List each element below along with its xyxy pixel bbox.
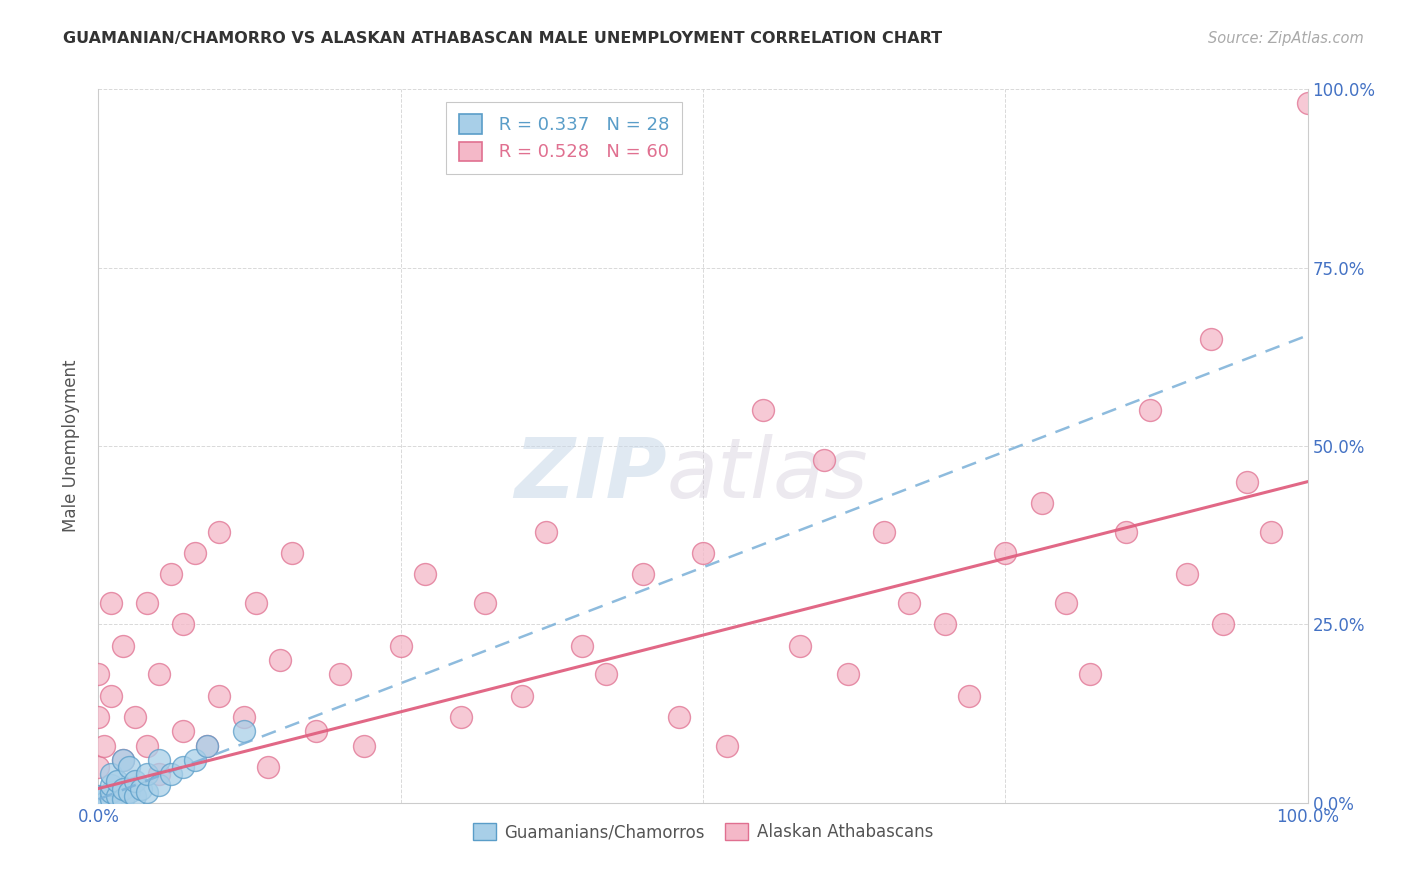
Text: atlas: atlas (666, 434, 869, 515)
Point (450, 710, 472, 724)
Point (1139, 403, 1161, 417)
Point (93, 739, 115, 753)
Point (100, 792, 122, 806)
Point (135, 785, 157, 799)
Point (208, 689, 231, 703)
Point (389, 639, 412, 653)
Point (245, 596, 267, 610)
Point (1078, 667, 1101, 681)
Point (172, 617, 194, 632)
Text: GUAMANIAN/CHAMORRO VS ALASKAN ATHABASCAN MALE UNEMPLOYMENT CORRELATION CHART: GUAMANIAN/CHAMORRO VS ALASKAN ATHABASCAN… (63, 31, 942, 46)
Point (692, 546, 714, 560)
Point (571, 639, 593, 653)
Point (994, 546, 1017, 560)
Point (716, 739, 738, 753)
Point (837, 667, 859, 681)
Point (1175, 567, 1198, 582)
Point (111, 753, 134, 767)
Point (897, 596, 920, 610)
Point (111, 792, 134, 806)
Point (160, 567, 183, 582)
Text: Source: ZipAtlas.com: Source: ZipAtlas.com (1208, 31, 1364, 46)
Point (172, 760, 194, 774)
Point (148, 767, 170, 781)
Point (87, 760, 110, 774)
Point (1236, 475, 1258, 489)
Point (148, 778, 170, 792)
Point (148, 753, 170, 767)
Point (873, 524, 896, 539)
Point (105, 774, 128, 789)
Point (1260, 524, 1282, 539)
Point (160, 767, 183, 781)
Point (124, 710, 146, 724)
Point (184, 546, 207, 560)
Point (118, 760, 141, 774)
Point (172, 724, 194, 739)
Point (87, 710, 110, 724)
Point (184, 753, 207, 767)
Point (100, 785, 122, 799)
Point (129, 781, 152, 796)
Point (100, 596, 122, 610)
Point (474, 596, 496, 610)
Point (232, 710, 254, 724)
Point (232, 724, 254, 739)
Point (1031, 496, 1053, 510)
Point (305, 724, 328, 739)
Point (631, 567, 654, 582)
Point (195, 739, 218, 753)
Point (135, 739, 157, 753)
Point (87, 789, 110, 803)
Point (93, 789, 115, 803)
Point (124, 774, 146, 789)
Point (135, 767, 157, 781)
Point (111, 781, 134, 796)
Point (510, 689, 533, 703)
Point (135, 596, 157, 610)
Point (87, 796, 110, 810)
Point (269, 653, 291, 667)
Point (100, 689, 122, 703)
Legend: Guamanians/Chamorros, Alaskan Athabascans: Guamanians/Chamorros, Alaskan Athabascan… (467, 816, 939, 848)
Point (111, 753, 134, 767)
Text: ZIP: ZIP (515, 434, 666, 515)
Point (281, 546, 304, 560)
Point (353, 739, 375, 753)
Point (124, 789, 146, 803)
Point (148, 667, 170, 681)
Point (256, 760, 278, 774)
Point (329, 667, 352, 681)
Point (195, 739, 218, 753)
Point (1199, 332, 1222, 346)
Point (752, 403, 775, 417)
Point (105, 789, 128, 803)
Point (813, 453, 835, 467)
Point (87, 792, 110, 806)
Point (1212, 617, 1234, 632)
Y-axis label: Male Unemployment: Male Unemployment (62, 359, 80, 533)
Point (534, 524, 557, 539)
Point (1296, 96, 1319, 111)
Point (100, 767, 122, 781)
Point (595, 667, 617, 681)
Point (413, 567, 436, 582)
Point (1115, 524, 1137, 539)
Point (93, 796, 115, 810)
Point (957, 689, 980, 703)
Point (111, 639, 134, 653)
Point (118, 785, 141, 799)
Point (1054, 596, 1077, 610)
Point (208, 524, 231, 539)
Point (87, 667, 110, 681)
Point (100, 778, 122, 792)
Point (934, 617, 956, 632)
Point (668, 710, 690, 724)
Point (789, 639, 811, 653)
